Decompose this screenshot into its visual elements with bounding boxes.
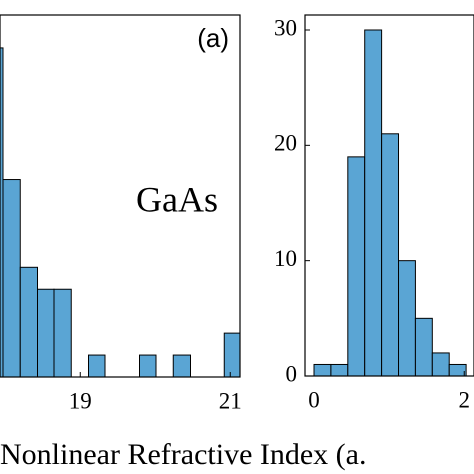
bars xyxy=(313,29,467,376)
axes-box xyxy=(0,14,241,378)
bar xyxy=(53,288,72,377)
bar xyxy=(19,266,38,377)
bar xyxy=(431,352,450,376)
bar xyxy=(398,260,416,376)
y-tick-label: 10 xyxy=(274,246,297,271)
bar xyxy=(2,179,21,377)
bar xyxy=(448,363,467,376)
bar xyxy=(381,133,400,376)
bar xyxy=(364,29,383,376)
bar xyxy=(139,354,157,377)
bar xyxy=(172,354,191,377)
bar xyxy=(313,363,332,376)
x-axis-label: Nonlinear Refractive Index (a. xyxy=(0,438,367,471)
material-label: GaAs xyxy=(136,179,218,219)
x-tick-label: 0 xyxy=(308,387,320,412)
bar xyxy=(330,363,349,376)
bar xyxy=(347,156,366,376)
x-tick-label: 2 xyxy=(458,387,470,412)
bar xyxy=(223,332,240,377)
panel-label: (a) xyxy=(197,23,229,53)
x-tick-label: 19 xyxy=(69,388,92,413)
bar xyxy=(414,317,433,376)
y-tick-label: 0 xyxy=(286,361,298,386)
y-tick-label: 20 xyxy=(274,131,297,156)
axes-box xyxy=(304,14,474,377)
bars xyxy=(0,47,240,377)
bar xyxy=(88,354,106,377)
y-tick-label: 30 xyxy=(274,15,297,40)
bar xyxy=(37,288,55,377)
x-tick-label: 21 xyxy=(219,388,242,413)
